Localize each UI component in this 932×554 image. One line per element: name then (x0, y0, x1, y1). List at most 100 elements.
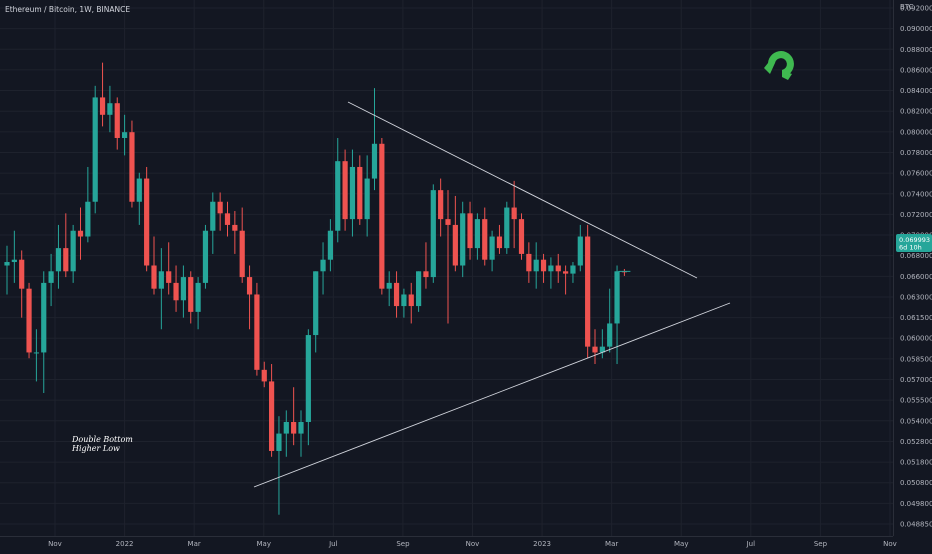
candle (585, 224, 591, 359)
candle-body (555, 265, 561, 272)
candle-body (533, 259, 539, 272)
candle (85, 166, 91, 243)
candle (482, 207, 488, 266)
candle (246, 265, 253, 330)
candle-body (122, 132, 128, 138)
candle (327, 219, 333, 272)
candle-body (401, 294, 407, 307)
candle (55, 224, 62, 289)
x-axis: Nov 2022 Mar May Jul Sep Nov 2023 Mar May Jul Sep No… (48, 540, 897, 548)
y-tick-label: 0.051800 (900, 459, 932, 467)
x-tick-label: Nov (48, 540, 62, 548)
y-tick-label: 0.066000 (900, 273, 932, 281)
candle (232, 211, 238, 254)
candle (563, 265, 569, 295)
magnet-icon (764, 51, 794, 80)
candle-body (416, 271, 422, 307)
candle-body (269, 381, 275, 451)
candle-body (63, 248, 69, 272)
candle (371, 88, 378, 191)
candle-body (232, 224, 238, 231)
candle (540, 253, 547, 283)
candle-body (166, 271, 172, 283)
candle (621, 268, 627, 276)
candle (474, 213, 480, 260)
candle (526, 242, 532, 283)
last-price-badge: 0.069993 6d 10h (896, 234, 932, 252)
candle-body (129, 132, 135, 202)
candle-body (467, 213, 473, 249)
candle-body (188, 277, 194, 312)
candles (4, 62, 631, 515)
candle-body (379, 143, 385, 289)
candle-body (386, 282, 392, 289)
candle-body (77, 230, 84, 237)
candle (342, 149, 348, 231)
candle (210, 192, 216, 254)
candle-body (114, 103, 120, 138)
candle (11, 230, 17, 283)
candle (393, 271, 400, 318)
candle (114, 97, 120, 150)
candle-body (335, 161, 341, 231)
candle (511, 180, 517, 249)
candle (188, 271, 194, 324)
chart-symbol-title: Ethereum / Bitcoin, 1W, BINANCE (5, 5, 130, 14)
candle-body (85, 201, 91, 237)
candle-body (408, 294, 414, 307)
candle-body (11, 259, 17, 263)
candle-body (92, 97, 98, 202)
candle (41, 271, 47, 394)
candle-body (614, 271, 620, 324)
x-tick-label: 2023 (533, 540, 551, 548)
y-tick-label: 0.082000 (900, 108, 932, 116)
y-tick-label: 0.049800 (900, 500, 932, 508)
candle-body (585, 236, 591, 347)
candle-body (482, 219, 488, 260)
candle-body (592, 346, 598, 353)
candle (357, 155, 363, 225)
candle-body (423, 271, 429, 278)
candle-body (540, 259, 547, 272)
candle (195, 277, 201, 330)
candle (33, 329, 39, 382)
candle (70, 224, 76, 283)
candle-body (511, 207, 517, 220)
candle (202, 224, 209, 289)
candle-body (210, 201, 216, 231)
candle-body (254, 294, 260, 370)
candle-body (26, 288, 32, 353)
candle-body (474, 219, 480, 249)
candle-body (430, 190, 436, 278)
candle (26, 282, 32, 359)
y-tick-label: 0.055500 (900, 397, 932, 405)
candle-body (291, 421, 297, 434)
candle-body (239, 230, 245, 278)
candle-body (217, 201, 223, 214)
candle (577, 224, 583, 272)
candle-body (107, 103, 113, 115)
candle-body (371, 143, 378, 179)
candle (298, 410, 304, 457)
candle (107, 85, 113, 133)
candle-body (357, 166, 363, 220)
candle-body (195, 282, 201, 312)
last-price-countdown: 6d 10h (899, 244, 922, 252)
y-tick-label: 0.054000 (900, 417, 932, 425)
candle (180, 265, 186, 318)
y-tick-label: 0.090000 (900, 25, 932, 33)
x-tick-label: Mar (605, 540, 618, 548)
candle-body (320, 259, 326, 272)
candle (401, 288, 407, 318)
candle (305, 329, 311, 446)
candle-body (144, 178, 150, 266)
x-tick-label: May (257, 540, 271, 548)
candle-body (599, 346, 605, 353)
y-tick-label: 0.092000 (900, 5, 932, 13)
x-tick-label: Mar (188, 540, 201, 548)
y-tick-label: 0.088000 (900, 46, 932, 54)
candle (136, 172, 142, 225)
support-trendline (253, 302, 731, 488)
